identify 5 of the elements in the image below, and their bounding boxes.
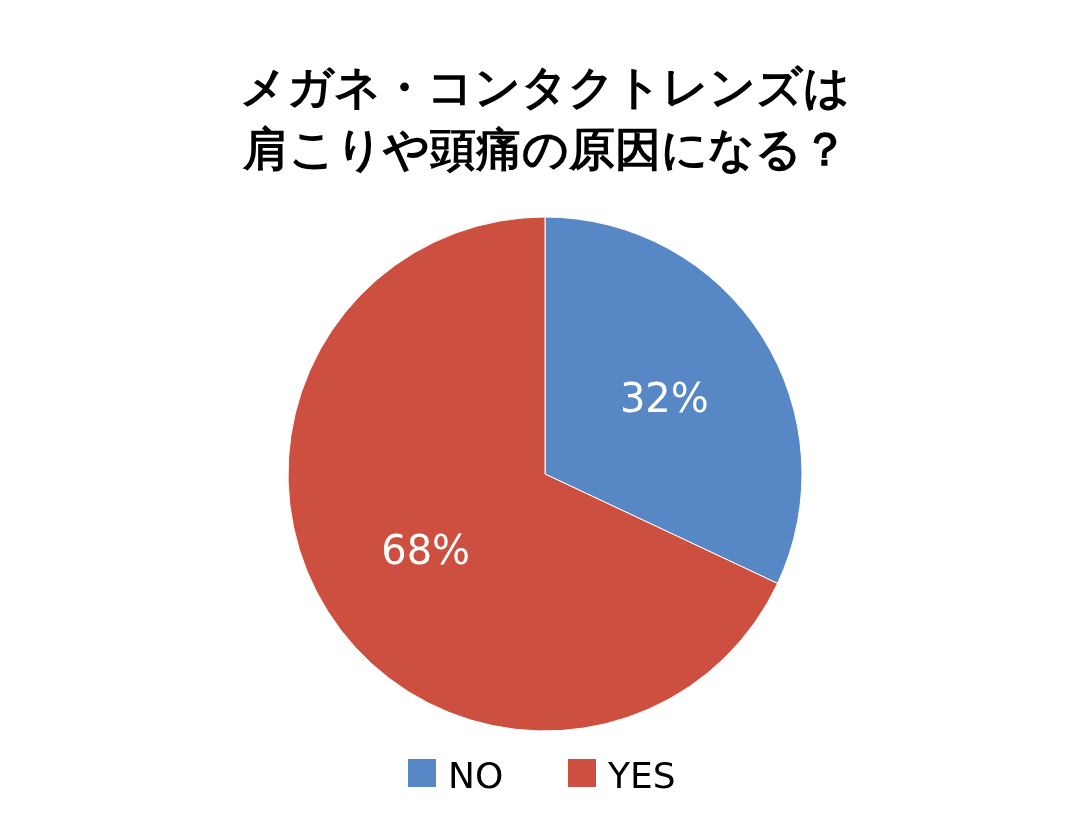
legend-label: YES (607, 754, 676, 796)
chart-title: メガネ・コンタクトレンズは肩こりや頭痛の原因になる？ (240, 60, 850, 176)
data-label: 68% (381, 526, 471, 573)
legend-label: NO (448, 754, 504, 796)
data-label: 32% (619, 375, 709, 422)
